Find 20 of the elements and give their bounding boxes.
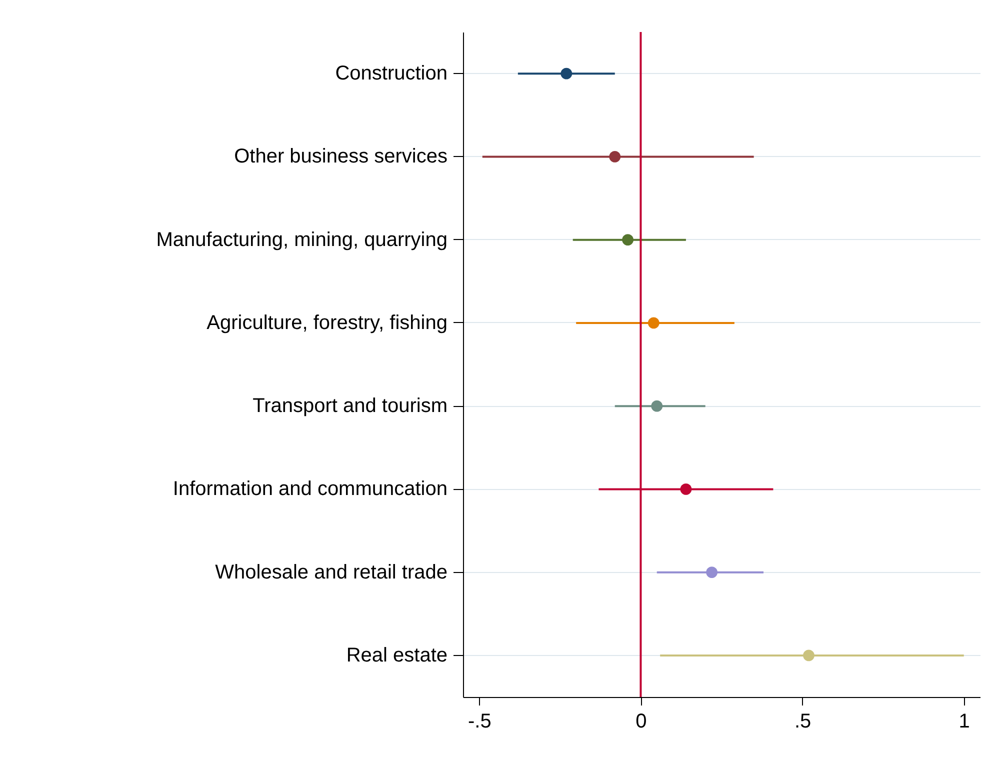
point [560, 68, 572, 80]
y-tick-label: Other business services [234, 146, 448, 168]
point [622, 234, 634, 246]
y-tick-label: Transport and tourism [252, 395, 448, 418]
x-tick-label: 0 [636, 710, 647, 732]
point [648, 317, 660, 329]
point [609, 151, 621, 162]
y-tick-label: Information and communcation [172, 478, 448, 500]
y-tick-label: Manufacturing, mining, quarrying [156, 228, 448, 251]
y-tick-label: Construction [335, 62, 448, 85]
point [651, 400, 663, 412]
y-tick-label: Real estate [346, 644, 448, 666]
point [803, 650, 814, 662]
y-tick-label: Agriculture, forestry, fishing [206, 312, 448, 334]
x-tick-label: .5 [794, 710, 812, 732]
x-tick-label: -.5 [468, 710, 492, 732]
point [706, 566, 718, 578]
y-tick-label: Wholesale and retail trade [215, 561, 448, 584]
x-tick-label: 1 [958, 710, 970, 732]
point [680, 484, 692, 495]
